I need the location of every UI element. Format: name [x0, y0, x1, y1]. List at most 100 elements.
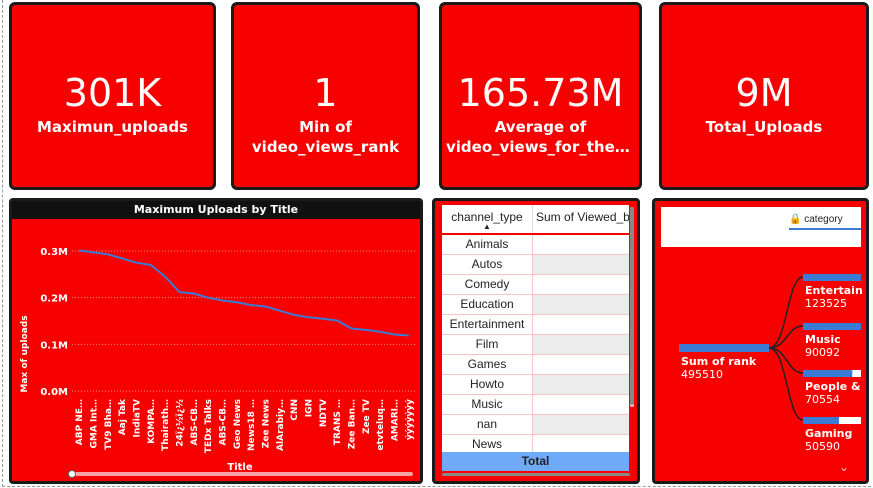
kpi-label-line: video_views_rank — [251, 138, 400, 156]
table-row[interactable]: Film — [442, 335, 629, 355]
child-node-label: Music 90092 — [805, 333, 863, 359]
channel-type-cell: Music — [442, 395, 533, 414]
x-tick-label: CNN — [290, 399, 300, 421]
child-node-value: 123525 — [805, 297, 847, 310]
x-tick-label: Aaj Tak — [118, 398, 128, 435]
kpi-value: 1 — [313, 71, 338, 115]
child-node-bar[interactable] — [803, 323, 861, 330]
x-axis-label: Title — [227, 462, 252, 473]
x-tick-label: TEDx Talks — [204, 399, 214, 453]
series-line — [79, 249, 409, 337]
lock-icon: 🔒 — [789, 214, 802, 225]
horizontal-scrollbar[interactable] — [68, 472, 413, 476]
x-tick-label: ABS-CB… — [190, 399, 200, 446]
viewed-cell — [533, 395, 629, 414]
child-node-label: People & B70554 — [805, 380, 863, 406]
chevron-down-icon[interactable]: ⌄ — [839, 460, 849, 474]
x-tick-label: Zee News — [262, 399, 272, 448]
tree-connector — [768, 276, 804, 349]
viewed-cell — [533, 415, 629, 434]
decomp-filter-box: 🔒 category — [661, 207, 861, 247]
child-node-label: Entertainm123525 — [805, 284, 863, 310]
kpi-label-line: Total_Uploads — [705, 118, 823, 136]
viewed-cell — [533, 275, 629, 294]
table-row[interactable]: Comedy — [442, 275, 629, 295]
table-card[interactable]: channel_type ▲ Sum of Viewed_b Animals Aut… — [432, 198, 640, 484]
table-row[interactable]: Autos — [442, 255, 629, 275]
table-row[interactable]: Games — [442, 355, 629, 375]
child-node-name: People & B — [805, 380, 863, 393]
x-tick-label: etvteluq… — [376, 399, 386, 451]
y-axis-label: Max of uploads — [20, 315, 30, 392]
column-header-channel-type[interactable]: channel_type ▲ — [442, 205, 533, 233]
line-chart: 0.3M 0.2M 0.1M 0.0M ABP NE… GMA Int… TV9 Bha…… — [20, 247, 416, 478]
column-header-label: Sum of Viewed_b — [536, 210, 629, 224]
child-node-value: 90092 — [805, 346, 840, 359]
kpi-card-total-uploads[interactable]: 9M Total_Uploads — [659, 2, 869, 190]
y-tick-label: 0.3M — [40, 247, 68, 258]
x-tick-label: ABP NE… — [75, 399, 85, 445]
kpi-label-line: video_views_for_the_las… — [446, 138, 639, 156]
channel-type-cell: Film — [442, 335, 533, 354]
table-row[interactable]: Howto — [442, 375, 629, 395]
x-tick-label: IGN — [305, 399, 315, 417]
channel-type-cell: Games — [442, 355, 533, 374]
channel-type-cell: Howto — [442, 375, 533, 394]
line-chart-card[interactable]: Maximum Uploads by Title 0.3M 0.2M 0.1M 0.0… — [9, 198, 423, 484]
category-filter[interactable]: 🔒 category — [789, 214, 861, 230]
kpi-label: Maximun_uploads — [12, 117, 213, 137]
vertical-scrollbar-thumb[interactable] — [630, 207, 634, 405]
root-node-bar[interactable] — [679, 344, 769, 352]
column-header-label: channel_type — [451, 210, 523, 224]
child-node-bar[interactable] — [803, 370, 853, 377]
horizontal-scrollbar[interactable] — [442, 473, 630, 476]
kpi-value: 9M — [735, 71, 793, 115]
scrollbar-handle[interactable] — [68, 470, 76, 478]
column-header-viewed[interactable]: Sum of Viewed_b — [533, 205, 629, 233]
table-row[interactable]: Entertainment — [442, 315, 629, 335]
channel-type-cell: Entertainment — [442, 315, 533, 334]
x-tick-label: TV9 Bha… — [104, 399, 114, 450]
child-node-bar[interactable] — [803, 417, 839, 424]
x-tick-label: News18 … — [247, 399, 257, 451]
viewed-cell — [533, 235, 629, 254]
x-tick-label: KOMPA… — [147, 399, 157, 444]
channel-type-cell: Education — [442, 295, 533, 314]
table-row[interactable]: nan — [442, 415, 629, 435]
table-row[interactable]: Education — [442, 295, 629, 315]
channel-type-cell: Animals — [442, 235, 533, 254]
kpi-card-min-rank[interactable]: 1 Min of video_views_rank — [231, 2, 420, 190]
x-tick-label: GMA Int… — [90, 399, 100, 449]
decomposition-tree: ⌄ — [679, 274, 861, 474]
x-tick-label: TRANS … — [333, 399, 343, 445]
viewed-cell — [533, 315, 629, 334]
x-tick-label: ýýýýýýý — [405, 399, 415, 440]
channel-type-cell: Autos — [442, 255, 533, 274]
kpi-value: 301K — [63, 71, 162, 115]
x-tick-label: Geo News — [233, 399, 243, 449]
y-tick-label: 0.1M — [40, 340, 68, 351]
kpi-label: Average of video_views_for_the_las… — [442, 117, 639, 157]
kpi-card-max-uploads[interactable]: 301K Maximun_uploads — [9, 2, 216, 190]
child-node-label: Gaming 50590 — [805, 427, 863, 453]
decomposition-tree-card[interactable]: 🔒 category ⌄ Sum of rank 495510 Entertai… — [652, 198, 869, 484]
table-row[interactable]: Music — [442, 395, 629, 415]
x-tick-label: AlArabiy… — [276, 399, 286, 451]
y-tick-label: 0.2M — [40, 294, 68, 305]
kpi-card-average-views[interactable]: 165.73M Average of video_views_for_the_l… — [439, 2, 642, 190]
channel-type-cell: News — [442, 435, 533, 454]
viewed-cell — [533, 295, 629, 314]
child-node-bar[interactable] — [803, 274, 861, 281]
sort-arrow-icon: ▲ — [483, 222, 491, 231]
x-tick-label: AMARI… — [391, 399, 401, 441]
root-node-label: Sum of rank 495510 — [681, 355, 756, 381]
x-tick-label: NDTV — [319, 399, 329, 427]
tree-connector — [768, 325, 804, 349]
x-tick-label: ABS-CB… — [219, 399, 229, 446]
table-total-row: Total — [442, 452, 629, 471]
x-tick-label: 24ï¿½ï¿½ — [175, 399, 186, 447]
tree-connector — [768, 347, 804, 374]
child-node-value: 50590 — [805, 440, 840, 453]
table-row[interactable]: Animals — [442, 235, 629, 255]
